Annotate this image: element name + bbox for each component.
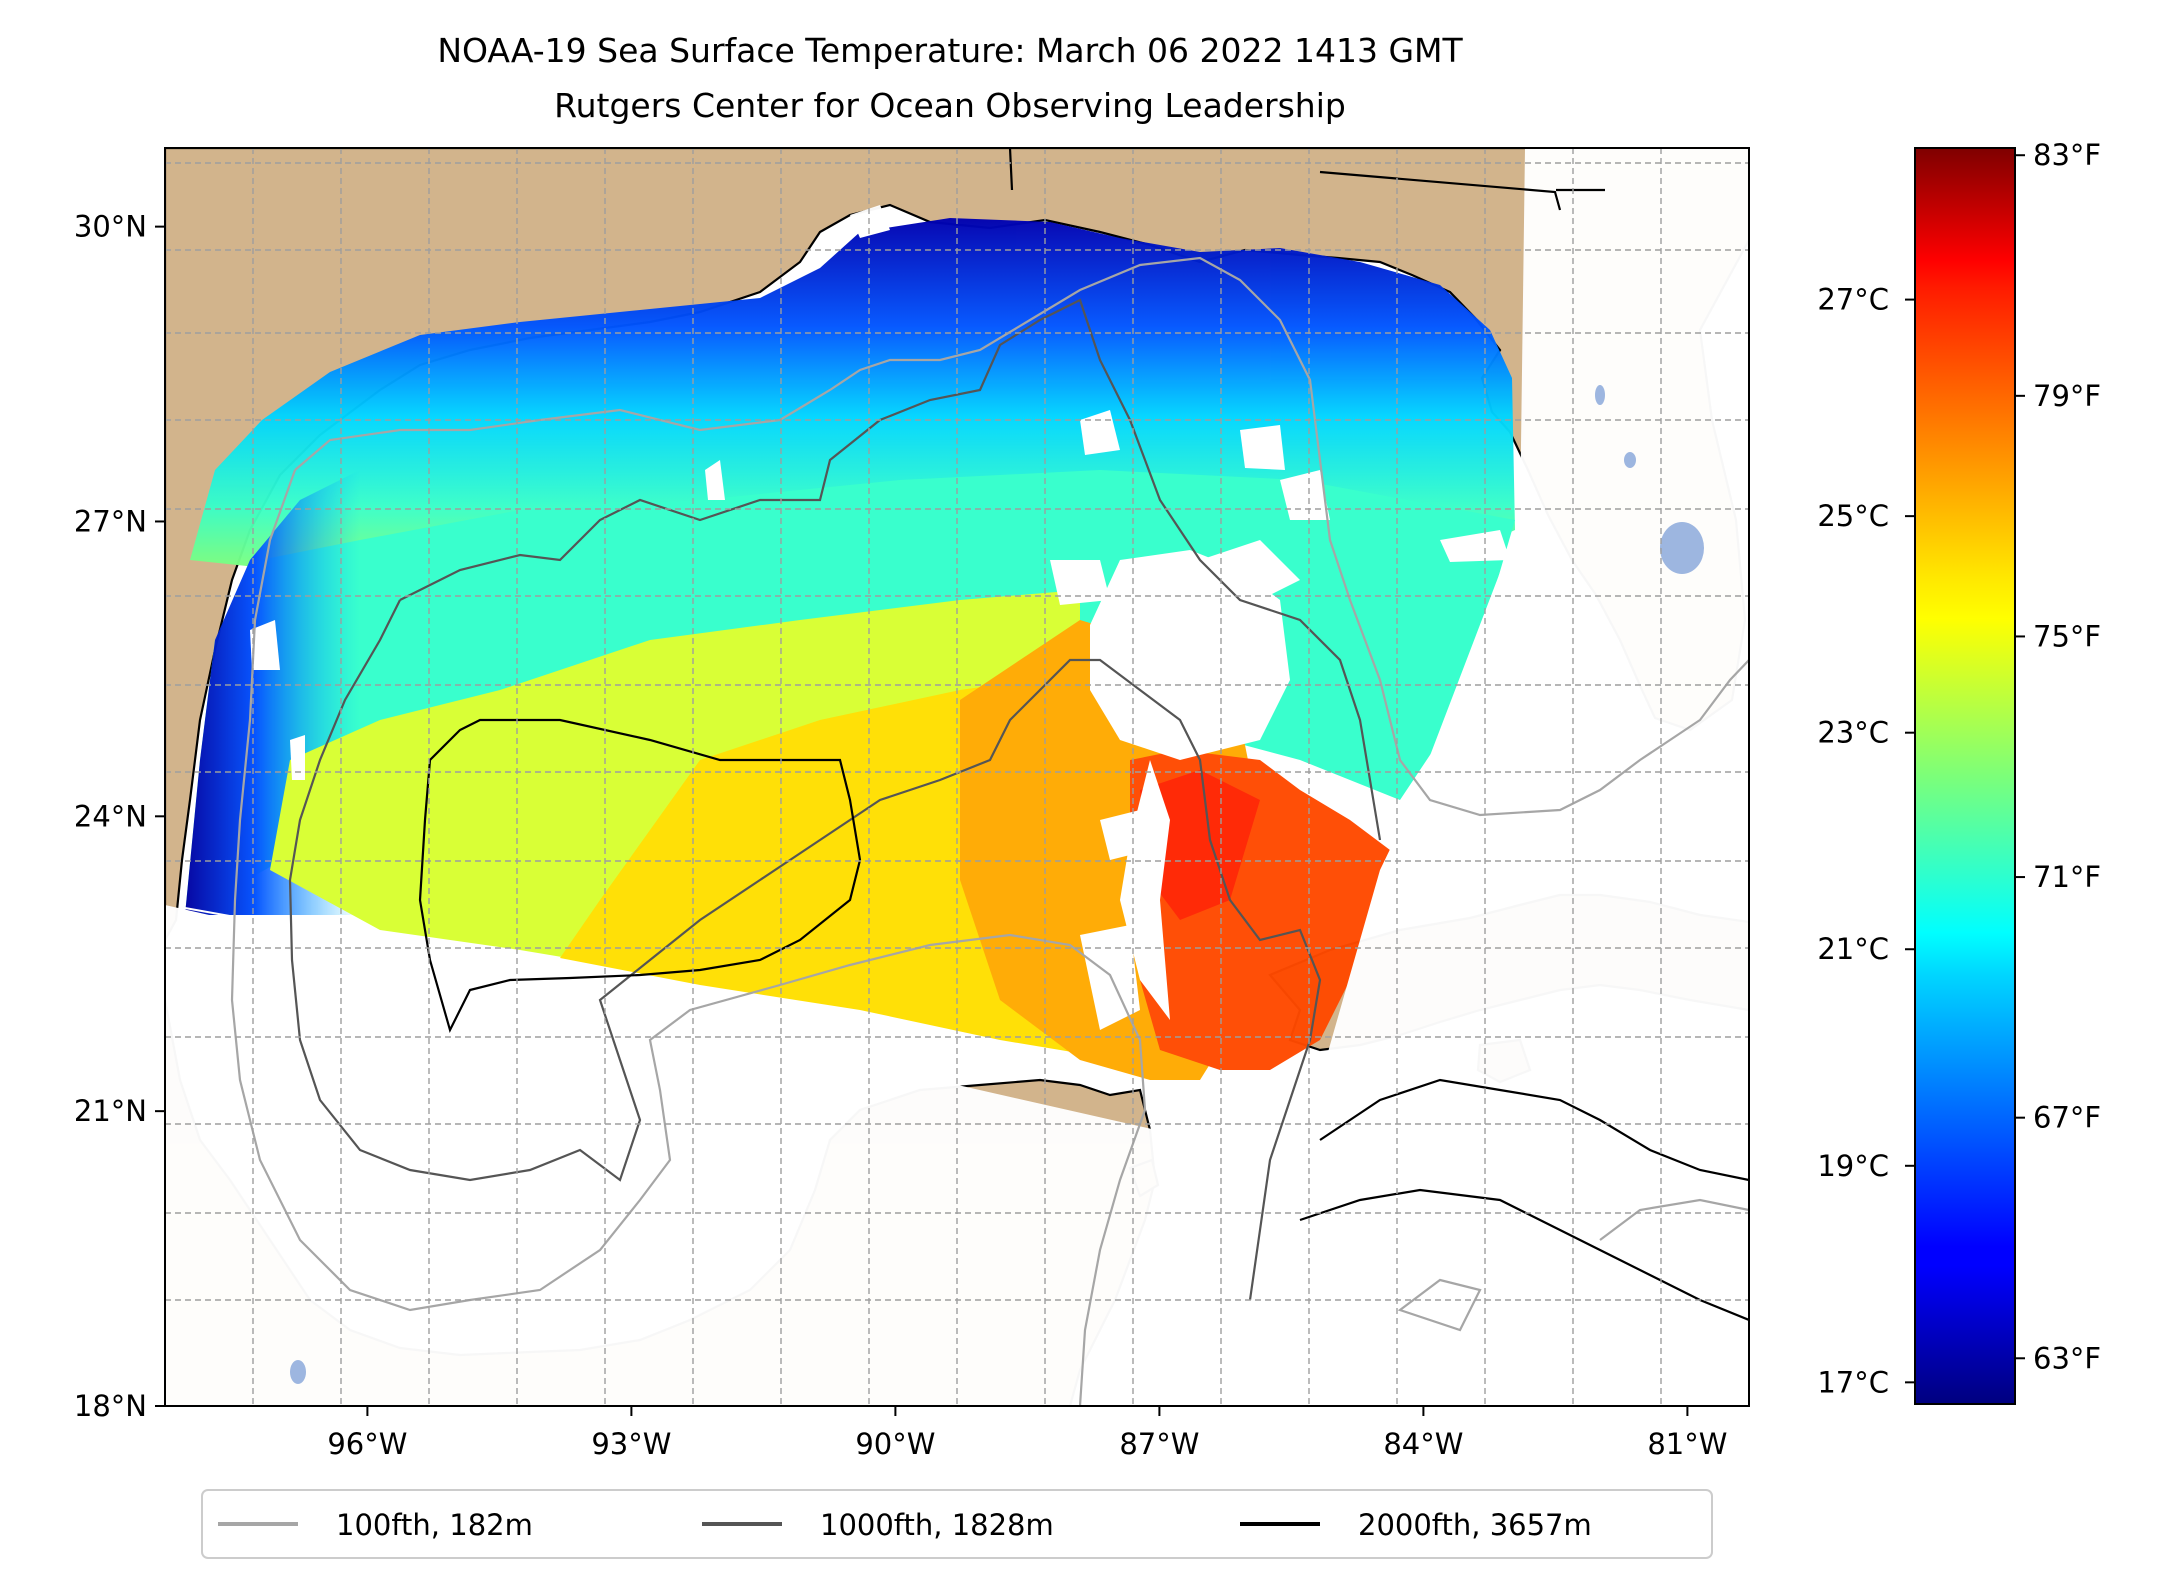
sst-swath	[165, 148, 1749, 1406]
sst-red-core	[1140, 770, 1260, 920]
longitude-axis: 96°W 93°W 90°W 87°W 84°W 81°W	[327, 1406, 1727, 1461]
state-border	[1008, 148, 1605, 211]
fahrenheit-tick-label: 63°F	[2033, 1341, 2101, 1375]
legend-label-1000fth: 1000fth, 1828m	[820, 1508, 1054, 1542]
lon-tick-label: 96°W	[327, 1427, 407, 1461]
bathymetry-contours	[230, 256, 1749, 1406]
colorbar-celsius-axis: 17°C 19°C 21°C 23°C 25°C 27°C	[1817, 283, 1915, 1399]
fahrenheit-tick-label: 67°F	[2033, 1101, 2101, 1135]
cloud-mask	[250, 205, 1510, 1030]
figure-subtitle: Rutgers Center for Ocean Observing Leade…	[554, 86, 1346, 125]
lat-tick-label: 27°N	[74, 504, 147, 538]
contour-100fth-east	[1397, 1198, 1749, 1332]
fahrenheit-tick-label: 83°F	[2033, 138, 2101, 172]
contour-100fth	[230, 256, 1749, 1406]
celsius-tick-label: 17°C	[1817, 1365, 1889, 1399]
contour-1000fth	[288, 298, 1382, 1301]
legend-label-100fth: 100fth, 182m	[336, 1508, 533, 1542]
sst-swath-south-cover	[165, 905, 1749, 1406]
contour-2000fth	[418, 718, 862, 1034]
latitude-axis: 18°N 21°N 24°N 27°N 30°N	[74, 210, 165, 1423]
lon-tick-label: 87°W	[1119, 1427, 1199, 1461]
map-panel	[164, 147, 1750, 1407]
lon-tick-label: 93°W	[591, 1427, 671, 1461]
fahrenheit-tick-label: 79°F	[2033, 379, 2101, 413]
lat-tick-label: 18°N	[74, 1389, 147, 1423]
colorbar-gradient	[1914, 147, 2016, 1405]
celsius-tick-label: 23°C	[1817, 716, 1889, 750]
lakes	[290, 385, 1704, 1384]
contour-2000fth-east	[1299, 1078, 1749, 1322]
legend-label-2000fth: 2000fth, 3657m	[1358, 1508, 1592, 1542]
lat-tick-label: 30°N	[74, 210, 147, 244]
lat-tick-label: 21°N	[74, 1094, 147, 1128]
celsius-tick-label: 25°C	[1817, 499, 1889, 533]
celsius-tick-label: 21°C	[1817, 932, 1889, 966]
lon-tick-label: 90°W	[855, 1427, 935, 1461]
lon-tick-label: 84°W	[1383, 1427, 1463, 1461]
map-frame	[164, 147, 1750, 1407]
legend-box	[201, 1489, 1713, 1559]
fahrenheit-tick-label: 71°F	[2033, 860, 2101, 894]
figure-title: NOAA-19 Sea Surface Temperature: March 0…	[437, 31, 1463, 70]
sst-swath-east-cover	[1300, 148, 1749, 1150]
sst-scan-edge	[184, 907, 1101, 1073]
gridlines	[165, 148, 1749, 1406]
lon-tick-label: 81°W	[1647, 1427, 1727, 1461]
fahrenheit-tick-label: 75°F	[2033, 619, 2101, 653]
contour-legend: 100fth, 182m 1000fth, 1828m 2000fth, 365…	[201, 1489, 1713, 1559]
colorbar: 17°C 19°C 21°C 23°C 25°C 27°C 63°F 67°F 71°F 75°…	[1817, 138, 2101, 1405]
colorbar-fahrenheit-axis: 63°F 67°F 71°F 75°F 79°F 83°F	[2015, 138, 2101, 1375]
lat-tick-label: 24°N	[74, 799, 147, 833]
celsius-tick-label: 27°C	[1817, 283, 1889, 317]
lake-okeechobee	[1660, 522, 1704, 574]
celsius-tick-label: 19°C	[1817, 1149, 1889, 1183]
